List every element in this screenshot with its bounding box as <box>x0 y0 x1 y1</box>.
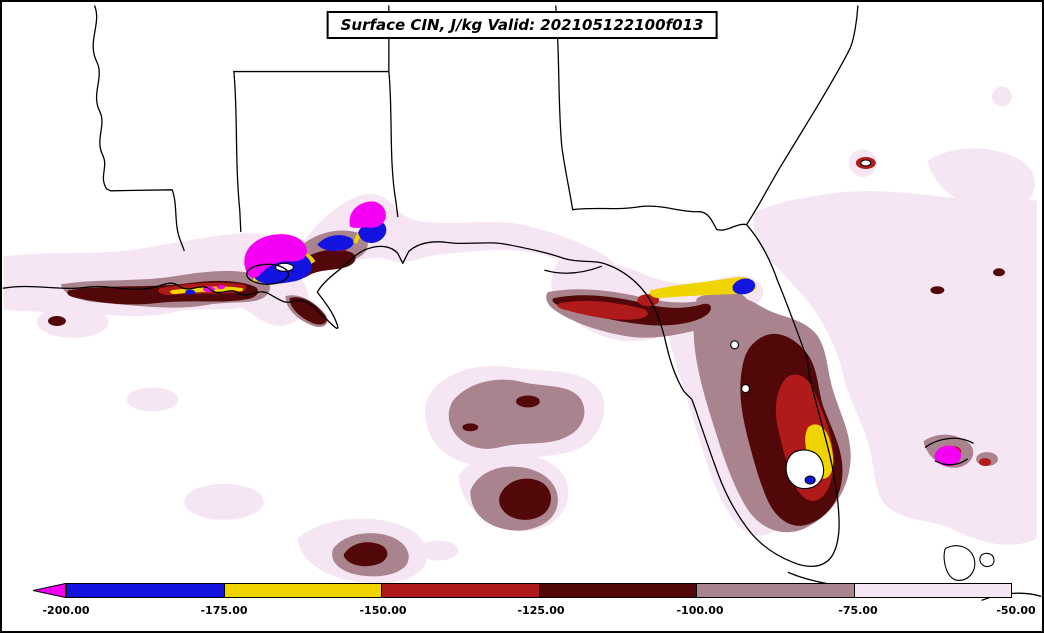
cuba-coast <box>981 592 1042 601</box>
contour-region <box>649 277 757 299</box>
contour-region <box>930 286 945 295</box>
bahama-bank-outline <box>934 458 968 466</box>
contour-region <box>516 395 540 408</box>
contour-region <box>317 235 354 252</box>
contour-region <box>979 458 992 467</box>
contour-region <box>343 542 388 567</box>
contour-region <box>462 423 479 432</box>
contour-ring-core <box>860 159 872 167</box>
state-border-mississippi-river <box>92 5 112 192</box>
contour-region <box>216 285 225 290</box>
colorbar-underflow-arrow <box>32 583 66 598</box>
island-small <box>979 552 995 568</box>
colorbar-tick-labels: -200.00 -175.00 -150.00 -125.00 -100.00 … <box>32 604 1035 618</box>
contour-region <box>37 306 109 338</box>
state-border-31n-pearl <box>109 189 185 252</box>
lakes-and-islands <box>275 159 995 581</box>
contour-region <box>927 148 1035 212</box>
coastlines-and-borders <box>2 5 1042 601</box>
colorbar-segment-125-100 <box>538 583 697 598</box>
lake-pontchartrain-outline <box>246 263 290 285</box>
state-border-ga-west <box>555 5 574 211</box>
contour-region <box>992 86 1012 107</box>
contour-region <box>349 201 386 228</box>
bahama-bank-outline <box>924 437 974 448</box>
colorbar-tick-label: -50.00 <box>996 604 1036 617</box>
contour-hole <box>275 262 294 272</box>
arrow-shape <box>32 583 66 598</box>
colorbar-segment-75-50 <box>853 583 1012 598</box>
contour-region <box>557 300 648 320</box>
contour-region <box>185 289 196 295</box>
contour-region <box>934 445 961 467</box>
contour-dot-blue <box>804 475 816 485</box>
colorbar-tick-label: -100.00 <box>676 604 724 617</box>
colorbar-tick-label: -125.00 <box>517 604 565 617</box>
colorbar-tick-label: -150.00 <box>359 604 407 617</box>
small-lake <box>741 384 751 394</box>
colorbar-segment-175-150 <box>223 583 382 598</box>
colorbar-tick-label: -175.00 <box>200 604 248 617</box>
contour-region <box>418 540 459 561</box>
state-border-fl-ga <box>572 205 748 231</box>
contour-region <box>48 316 66 326</box>
colorbar-tick-label: -200.00 <box>42 604 90 617</box>
contour-region <box>732 278 756 295</box>
contour-region <box>928 272 996 301</box>
contour-region <box>244 234 308 278</box>
contour-region <box>448 379 585 449</box>
state-border-al-ga <box>388 5 399 218</box>
barrier-islands <box>544 265 603 274</box>
colorbar-segment-150-125 <box>381 583 540 598</box>
contour-region <box>499 478 551 520</box>
map-title: Surface CIN, J/kg Valid: 202105122100f01… <box>326 11 718 39</box>
state-border-vertical-west <box>233 70 242 233</box>
colorbar-segment-100-75 <box>696 583 855 598</box>
contour-region <box>993 268 1005 277</box>
gulf-and-atlantic-coastline <box>2 5 859 568</box>
colorbar-tick-label: -75.00 <box>838 604 878 617</box>
colorbar <box>32 583 1012 598</box>
contour-region <box>126 387 179 412</box>
colorbar-segment-200-175 <box>66 583 225 598</box>
small-lake <box>730 340 740 350</box>
island-andros <box>943 545 976 581</box>
contour-region <box>184 483 264 520</box>
lake-okeechobee <box>785 449 825 490</box>
contour-region <box>289 297 327 325</box>
contour-level-lt-neg200 <box>203 201 961 467</box>
